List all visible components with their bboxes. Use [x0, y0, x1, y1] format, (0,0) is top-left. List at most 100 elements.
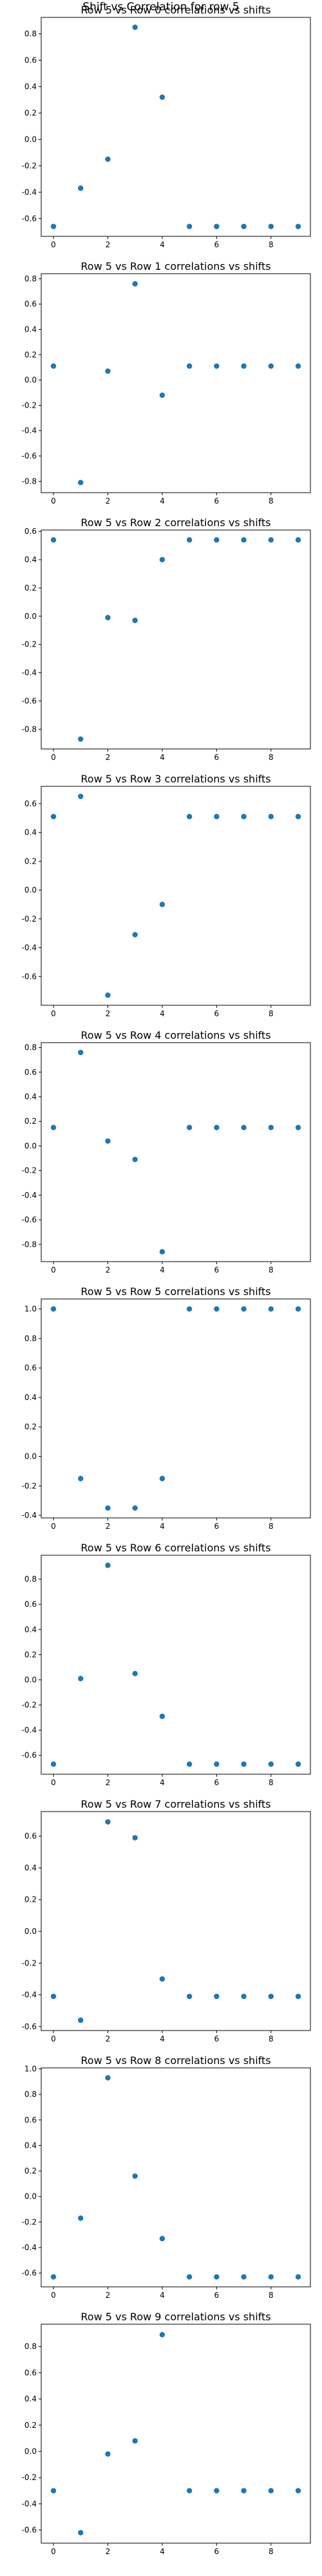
data-point: [159, 2332, 166, 2338]
x-tick-label: 4: [160, 497, 165, 506]
subplot-6: Row 5 vs Row 6 correlations vs shifts 0 2 4…: [22, 1542, 311, 1787]
subplot-title: Row 5 vs Row 8 correlations vs shifts: [80, 2054, 270, 2067]
plot-frame: [41, 1042, 311, 1262]
y-tick-label: 0.2: [24, 1423, 37, 1432]
y-tick-label: 0.4: [24, 1092, 37, 1101]
plot-frame: [41, 529, 311, 750]
data-point: [78, 185, 84, 191]
plot-frame: [41, 2067, 311, 2287]
x-tick-label: 2: [106, 2034, 111, 2043]
x-tick-label: 2: [106, 2291, 111, 2300]
data-point: [214, 2274, 220, 2280]
data-point: [78, 480, 84, 486]
y-tick-label: -0.8: [22, 724, 37, 734]
data-point: [159, 902, 166, 907]
subplot-title: Row 5 vs Row 6 correlations vs shifts: [80, 1542, 270, 1554]
data-point: [105, 2075, 111, 2081]
figure-suptitle: Shift vs Correlation for row 5: [82, 1, 239, 14]
data-point: [132, 1671, 138, 1676]
data-point: [241, 1124, 247, 1130]
y-tick-label: 0.4: [24, 2141, 37, 2150]
y-tick-label: -0.6: [22, 451, 37, 460]
y-tick-label: 1.0: [24, 1305, 37, 1314]
subplot-title: Row 5 vs Row 2 correlations vs shifts: [80, 516, 270, 529]
data-point: [295, 537, 301, 543]
y-tick-label: 0.2: [24, 1117, 37, 1126]
data-point: [295, 1124, 301, 1130]
y-tick-label: -0.4: [22, 426, 37, 435]
y-tick-label: 0.8: [24, 30, 37, 39]
x-tick-label: 8: [269, 1265, 274, 1274]
x-tick-label: 8: [269, 753, 274, 762]
x-tick-label: 2: [106, 1522, 111, 1531]
x-tick-label: 4: [160, 2547, 165, 2556]
x-tick-label: 8: [269, 2547, 274, 2556]
data-point: [186, 813, 193, 820]
y-tick-label: 1.0: [24, 2065, 37, 2074]
data-point: [78, 1676, 84, 1681]
y-tick-label: 0.4: [24, 2394, 37, 2403]
x-tick-label: 8: [269, 1009, 274, 1018]
data-point: [186, 363, 193, 369]
data-point: [132, 2173, 138, 2179]
data-point: [50, 2488, 57, 2494]
data-point: [214, 223, 220, 229]
y-tick-label: 0.6: [24, 527, 37, 536]
data-point: [268, 1306, 274, 1312]
data-point: [214, 813, 220, 820]
x-tick-label: 8: [269, 1778, 274, 1787]
y-tick-label: 0.6: [24, 299, 37, 308]
subplot-title: Row 5 vs Row 0 correlations vs shifts: [80, 4, 270, 16]
data-point: [268, 1124, 274, 1130]
data-point: [241, 1993, 247, 2000]
y-tick-label: 0.6: [24, 2116, 37, 2125]
y-tick-label: -0.8: [22, 477, 37, 486]
data-point: [132, 1157, 138, 1162]
y-tick-label: 0.8: [24, 2090, 37, 2099]
plot-frame: [41, 786, 311, 1006]
data-point: [186, 537, 193, 543]
subplot-1: Row 5 vs Row 1 correlations vs shifts 0 2 4…: [22, 260, 311, 506]
subplot-4: Row 5 vs Row 4 correlations vs shifts 0 2 4…: [22, 1029, 311, 1274]
x-tick-label: 0: [51, 1265, 56, 1274]
x-tick-label: 8: [269, 240, 274, 249]
plot-frame: [41, 273, 311, 493]
y-tick-label: 0.8: [24, 274, 37, 283]
data-point: [105, 368, 111, 374]
y-tick-label: 0.2: [24, 857, 37, 866]
data-point: [105, 156, 111, 162]
x-tick-label: 0: [51, 1009, 56, 1018]
data-point: [186, 2274, 193, 2280]
y-tick-label: 0.8: [24, 1575, 37, 1584]
data-point: [186, 2488, 193, 2494]
y-tick-label: -0.6: [22, 1751, 37, 1760]
y-tick-label: 0.2: [24, 1895, 37, 1904]
y-tick-label: -0.8: [22, 1240, 37, 1249]
x-tick-label: 6: [214, 1522, 220, 1531]
y-tick-label: -0.6: [22, 214, 37, 223]
data-point: [214, 537, 220, 543]
y-tick-label: 0.0: [24, 1675, 37, 1684]
data-point: [186, 1993, 193, 2000]
subplot-title: Row 5 vs Row 9 correlations vs shifts: [80, 2311, 270, 2323]
subplot-title: Row 5 vs Row 7 correlations vs shifts: [80, 1798, 270, 1810]
subplot-title: Row 5 vs Row 1 correlations vs shifts: [80, 260, 270, 272]
y-tick-label: -0.6: [22, 2526, 37, 2535]
x-tick-label: 2: [106, 1265, 111, 1274]
data-point: [295, 1306, 301, 1312]
x-tick-label: 6: [214, 1009, 220, 1018]
data-point: [132, 618, 138, 623]
y-tick-label: -0.2: [22, 161, 37, 170]
data-point: [295, 1993, 301, 2000]
x-tick-label: 6: [214, 497, 220, 506]
y-tick-label: 0.8: [24, 1043, 37, 1052]
data-point: [50, 1124, 57, 1130]
data-point: [105, 1138, 111, 1144]
y-tick-label: 0.4: [24, 1393, 37, 1402]
x-tick-label: 2: [106, 1009, 111, 1018]
y-tick-label: -0.6: [22, 2269, 37, 2278]
data-point: [241, 537, 247, 543]
data-point: [268, 537, 274, 543]
x-tick-label: 2: [106, 753, 111, 762]
y-tick-label: -0.6: [22, 1215, 37, 1224]
